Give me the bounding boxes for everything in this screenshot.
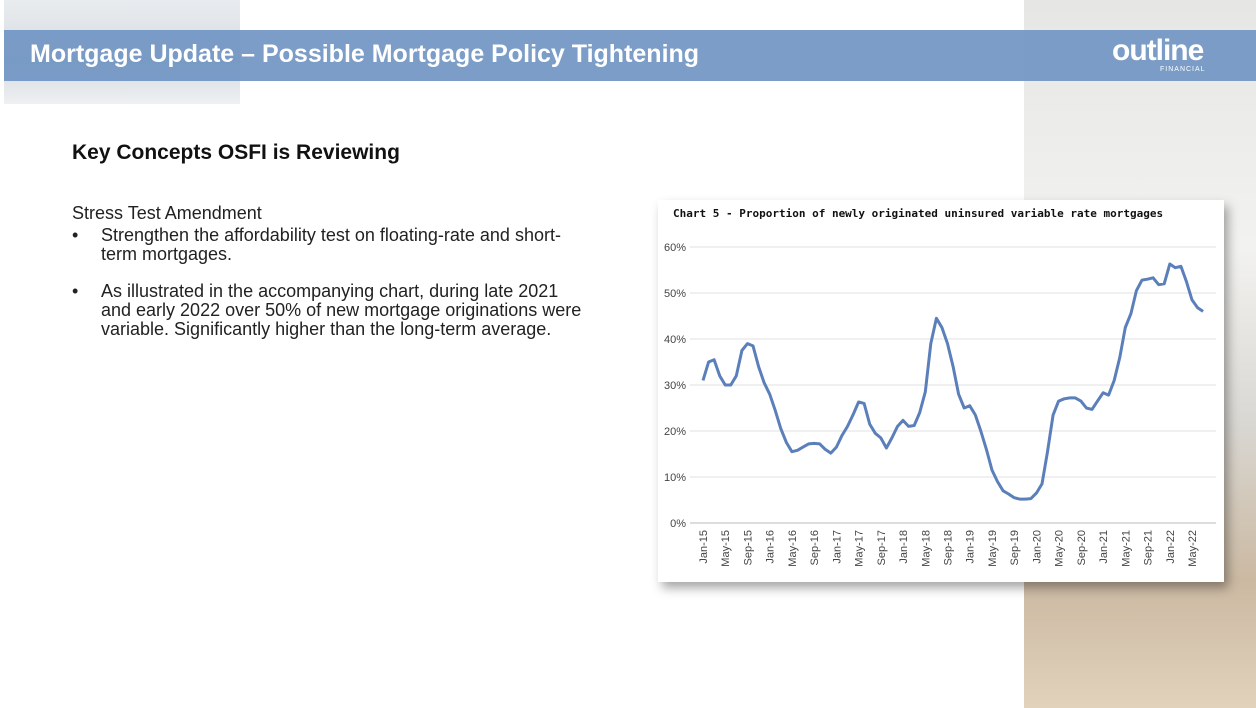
x-tick-label: Jan-21 xyxy=(1098,530,1110,564)
x-tick-label: May-20 xyxy=(1054,530,1066,567)
x-tick-label: Sep-19 xyxy=(1009,530,1021,565)
x-tick-label: Sep-16 xyxy=(809,530,821,565)
bullet: As illustrated in the accompanying chart… xyxy=(72,282,592,339)
x-tick-label: Jan-16 xyxy=(765,530,777,564)
x-tick-label: Jan-19 xyxy=(965,530,977,564)
y-tick-label: 60% xyxy=(664,242,686,254)
x-tick-label: Sep-20 xyxy=(1076,530,1088,565)
chart-title: Chart 5 - Proportion of newly originated… xyxy=(673,207,1163,220)
x-tick-label: May-16 xyxy=(787,530,799,567)
y-tick-label: 0% xyxy=(670,518,686,530)
x-tick-label: Jan-17 xyxy=(831,530,843,564)
x-tick-label: Jan-22 xyxy=(1165,530,1177,564)
x-tick-label: Sep-18 xyxy=(943,530,955,565)
y-tick-label: 40% xyxy=(664,334,686,346)
x-tick-label: Sep-17 xyxy=(876,530,888,565)
line-series xyxy=(701,262,1204,501)
x-tick-label: May-17 xyxy=(854,530,866,567)
y-tick-label: 10% xyxy=(664,472,686,484)
x-tick-label: Sep-15 xyxy=(742,530,754,565)
y-tick-label: 30% xyxy=(664,380,686,392)
header-title: Mortgage Update – Possible Mortgage Poli… xyxy=(30,40,700,68)
bullets: Strengthen the affordability test on flo… xyxy=(72,226,592,357)
chart-box: Chart 5 - Proportion of newly originated… xyxy=(658,200,1224,582)
header-band xyxy=(4,30,1256,81)
y-tick-label: 20% xyxy=(664,426,686,438)
x-tick-label: Jan-18 xyxy=(898,530,910,564)
x-tick-label: May-18 xyxy=(920,530,932,567)
chart: Chart 5 - Proportion of newly originated… xyxy=(664,207,1216,567)
heading: Key Concepts OSFI is Reviewing xyxy=(72,141,400,164)
logo-sub: FINANCIAL xyxy=(1160,66,1206,73)
x-tick-label: May-21 xyxy=(1120,530,1132,567)
x-tick-label: May-15 xyxy=(720,530,732,567)
y-tick-label: 50% xyxy=(664,288,686,300)
x-tick-label: May-19 xyxy=(987,530,999,567)
x-tick-label: May-22 xyxy=(1187,530,1199,567)
x-tick-label: Jan-15 xyxy=(698,530,710,564)
subheading: Stress Test Amendment xyxy=(72,203,262,223)
logo: outline xyxy=(1112,34,1204,67)
x-tick-label: Sep-21 xyxy=(1143,530,1155,565)
bullet: Strengthen the affordability test on flo… xyxy=(72,226,592,264)
x-tick-label: Jan-20 xyxy=(1031,530,1043,564)
